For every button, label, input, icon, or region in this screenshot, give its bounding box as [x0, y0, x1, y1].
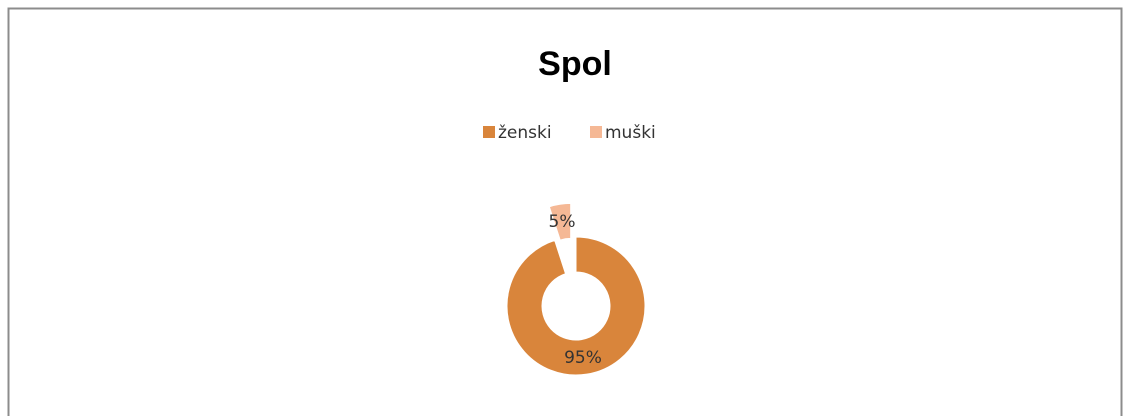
data-label: 95%: [564, 348, 602, 368]
chart-title: Spol: [538, 45, 612, 83]
legend-swatch: [590, 126, 602, 138]
legend-swatch: [483, 126, 495, 138]
data-label: 5%: [549, 212, 576, 232]
donut-slice: [548, 202, 572, 241]
donut-slice: [506, 236, 646, 376]
legend-label: ženski: [498, 123, 552, 143]
legend-label: muški: [605, 123, 656, 143]
